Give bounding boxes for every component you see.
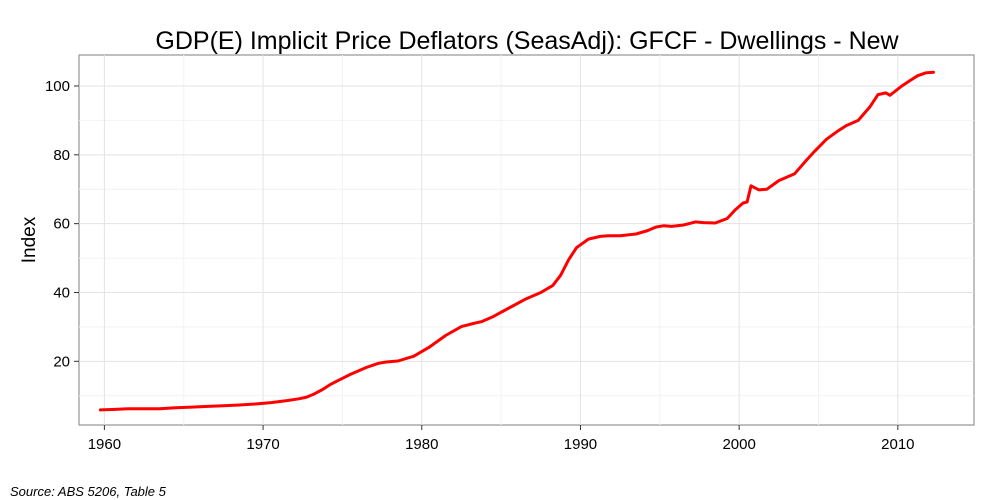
chart-title: GDP(E) Implicit Price Deflators (SeasAdj… — [155, 27, 899, 55]
y-axis-label: Index — [19, 216, 40, 263]
minor-gridlines — [79, 55, 974, 425]
y-tick-label: 80 — [53, 147, 70, 164]
x-axis: 1960 1970 1980 1990 2000 2010 — [88, 425, 915, 453]
source-note: Source: ABS 5206, Table 5 — [10, 484, 167, 499]
series-layer — [98, 70, 935, 412]
x-tick-label: 1980 — [405, 436, 438, 453]
x-tick-label: 1960 — [88, 436, 121, 453]
major-gridlines — [79, 55, 974, 425]
y-tick-label: 40 — [53, 284, 70, 301]
plot-panel — [78, 54, 975, 426]
y-tick-label: 100 — [45, 78, 70, 95]
x-tick-label: 1990 — [564, 436, 597, 453]
y-tick-label: 60 — [53, 216, 70, 233]
x-tick-label: 2010 — [881, 436, 914, 453]
x-tick-label: 2000 — [722, 436, 755, 453]
y-axis: 20 40 60 80 100 — [45, 78, 79, 370]
x-tick-label: 1970 — [246, 436, 279, 453]
series-line — [98, 70, 935, 412]
y-tick-label: 20 — [53, 353, 70, 370]
